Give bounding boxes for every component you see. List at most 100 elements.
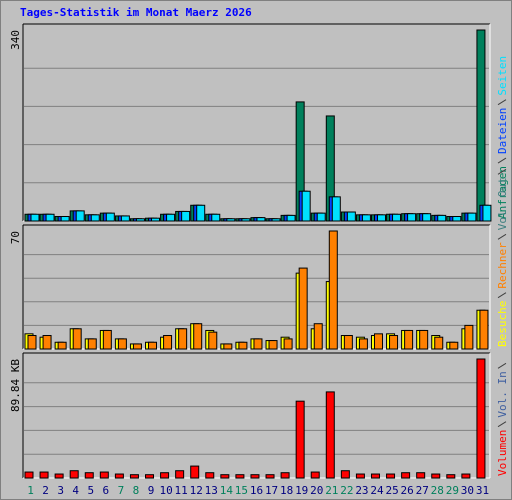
bar [373, 333, 383, 350]
bar [39, 471, 49, 479]
bar [431, 473, 441, 479]
bar [99, 471, 109, 479]
y-tick-label: 70 [9, 231, 22, 244]
x-tick-label: 24 [370, 484, 384, 497]
x-tick-label: 13 [205, 484, 218, 497]
bar [476, 29, 486, 222]
legend-separator [497, 292, 507, 299]
bar [370, 473, 380, 479]
bar [102, 329, 112, 350]
legend-label: Vol. Out [496, 177, 509, 230]
bar [90, 214, 100, 222]
bar [129, 474, 139, 479]
bar [42, 335, 52, 350]
bar [325, 391, 335, 479]
x-tick-label: 16 [250, 484, 263, 497]
chart-title: Tages-Statistik im Monat Maerz 2026 [20, 6, 252, 19]
bar [235, 474, 245, 479]
bar [268, 340, 278, 350]
bar [437, 214, 447, 222]
bar [24, 471, 34, 479]
x-tick-label: 31 [476, 484, 489, 497]
bar [328, 230, 338, 350]
bar [84, 472, 94, 479]
bar [151, 217, 161, 222]
bar [283, 338, 293, 350]
bar [346, 211, 356, 222]
bar [392, 213, 402, 222]
bar [196, 204, 206, 222]
x-tick-label: 4 [72, 484, 79, 497]
plot-area [23, 353, 490, 478]
bar [340, 470, 350, 479]
bar [54, 473, 64, 479]
x-tick-label: 1 [27, 484, 34, 497]
legend-separator [497, 99, 507, 106]
bar [386, 473, 396, 479]
bar [416, 472, 426, 479]
bar [69, 470, 79, 479]
bar [298, 267, 308, 350]
x-tick-label: 27 [416, 484, 429, 497]
x-tick-label: 21 [325, 484, 338, 497]
x-tick-label: 26 [401, 484, 414, 497]
bar [404, 329, 414, 350]
bar [163, 335, 173, 350]
legend-label: Besuche [496, 301, 509, 347]
bar [166, 213, 176, 222]
bar [271, 218, 281, 222]
bar [105, 212, 115, 222]
bar [132, 343, 142, 350]
bar [208, 331, 218, 350]
bar [295, 400, 305, 479]
bar [175, 470, 185, 479]
bar [452, 216, 462, 222]
bar [205, 472, 215, 479]
bar [461, 473, 471, 479]
legend-separator [497, 157, 507, 164]
bar [286, 214, 296, 222]
x-tick-label: 25 [385, 484, 398, 497]
legend-label: Vol. In [496, 371, 509, 417]
x-tick-label: 5 [87, 484, 94, 497]
legend-separator [497, 362, 507, 369]
bar [145, 474, 155, 479]
bar [331, 196, 341, 222]
x-tick-label: 7 [118, 484, 125, 497]
x-tick-label: 12 [190, 484, 203, 497]
bar [193, 323, 203, 350]
legend-label: Seiten [496, 56, 509, 96]
bar [57, 341, 67, 350]
bar [238, 341, 248, 350]
bar [72, 328, 82, 350]
x-tick-label: 19 [295, 484, 308, 497]
x-tick-label: 18 [280, 484, 293, 497]
bar [355, 473, 365, 479]
bar [446, 474, 456, 479]
x-tick-label: 22 [340, 484, 353, 497]
x-tick-label: 29 [446, 484, 459, 497]
x-tick-label: 15 [235, 484, 248, 497]
x-tick-label: 6 [103, 484, 110, 497]
bar [376, 214, 386, 222]
legend-separator [497, 168, 507, 175]
bar [434, 336, 444, 350]
bar [467, 212, 477, 222]
x-tick-label: 14 [220, 484, 234, 497]
y-tick-label: 340 [9, 30, 22, 50]
bar [30, 213, 40, 222]
bar [117, 338, 127, 350]
bar [241, 218, 251, 222]
bar [220, 474, 230, 479]
bar [419, 329, 429, 350]
bar [148, 341, 158, 350]
x-tick-label: 10 [159, 484, 172, 497]
x-tick-label: 28 [431, 484, 444, 497]
bar [190, 465, 200, 479]
x-tick-label: 3 [57, 484, 64, 497]
bar [223, 343, 233, 350]
bar [479, 309, 489, 350]
bar [265, 474, 275, 479]
x-tick-label: 2 [42, 484, 49, 497]
